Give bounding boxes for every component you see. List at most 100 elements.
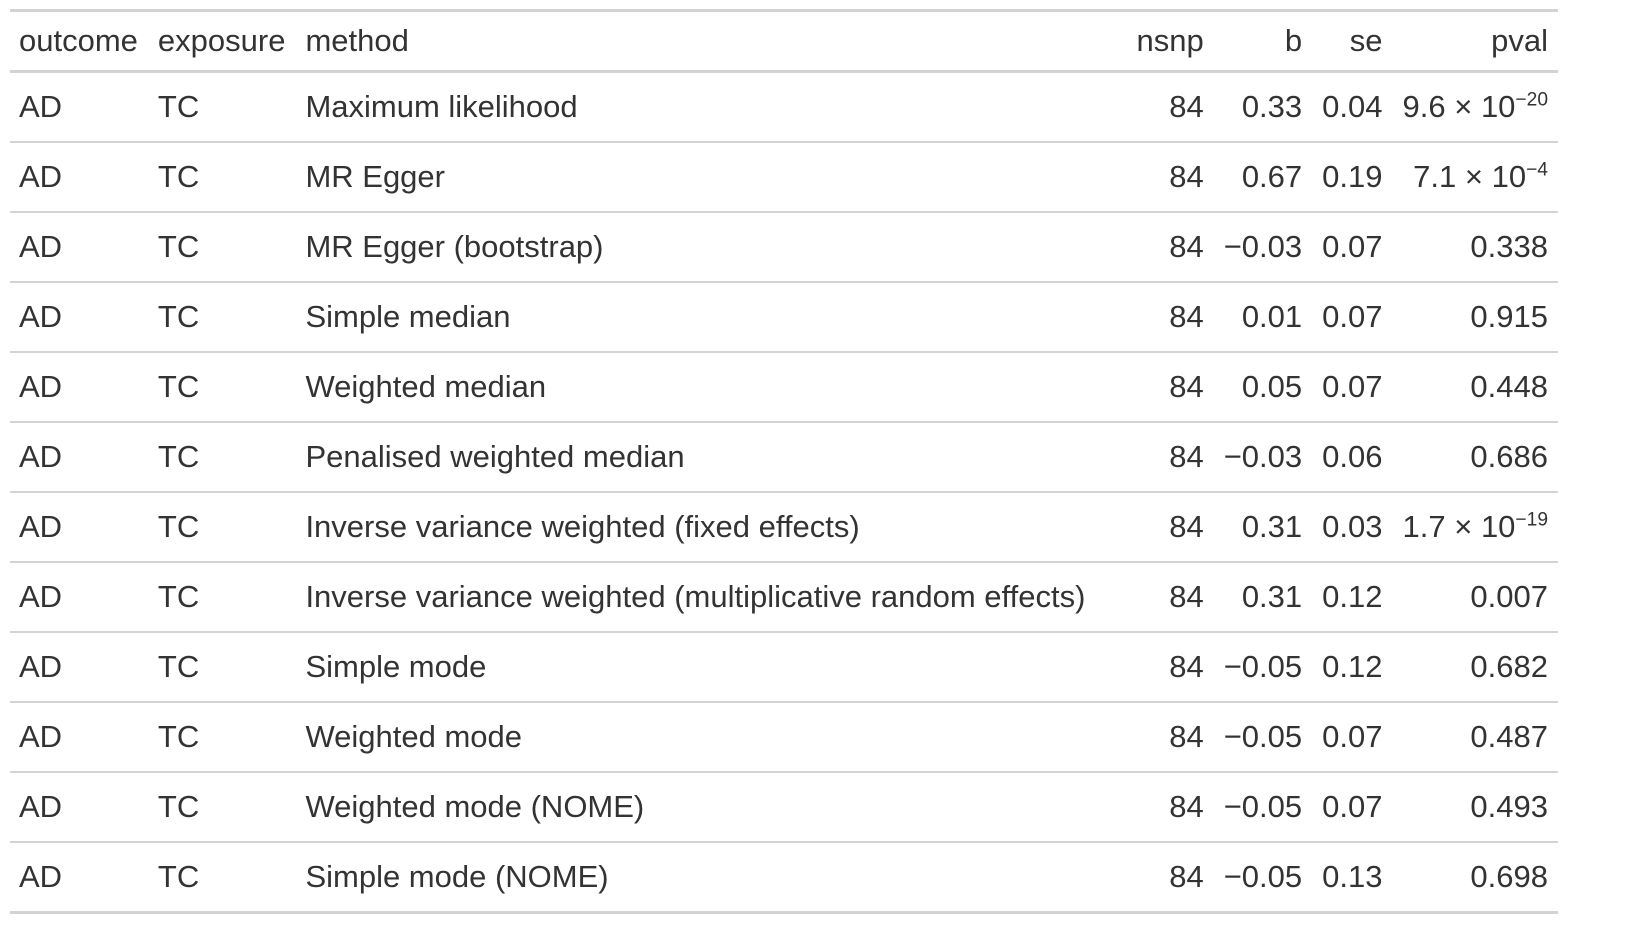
cell-exposure: TC [147,841,296,913]
cell-outcome: AD [19,89,63,124]
pval-mantissa: 1.7 [1402,509,1446,544]
cell-outcome: AD [10,421,148,492]
cell-method: Maximum likelihood [305,89,578,124]
cell-b: 0.05 [1213,351,1313,422]
cell-outcome: AD [10,701,148,772]
cell-pval: 9.6 × 10−20 [1393,72,1559,143]
cell-pval: 0.493 [1392,771,1558,842]
column-header-nsnp: nsnp [1126,10,1214,73]
cell-b: 0.31 [1213,491,1313,562]
cell-method: Simple mode [295,631,1127,702]
cell-exposure: TC [147,561,296,632]
column-header-se: se [1312,10,1393,73]
cell-exposure: TC [147,141,296,212]
cell-b: −0.05 [1213,631,1313,702]
cell-method: Simple median [295,281,1127,352]
table-row: AD TC Maximum likelihood 84 0.33 0.04 9.6 × 10… [10,72,1558,143]
cell-exposure: TC [147,211,296,282]
table-row: AD TC Inverse variance weighted (multiplic… [10,561,1558,632]
table-row: AD TC Penalised weighted median 84 −0.03 0.06… [10,421,1558,492]
pval-exponent: −19 [1515,509,1548,531]
cell-outcome: AD [10,491,148,562]
cell-method: Weighted mode [295,701,1127,772]
table-row: AD TC MR Egger 84 0.67 0.19 7.1 × 10−4 [10,141,1558,212]
cell-pval: 0.686 [1392,421,1558,492]
cell-outcome: AD [10,281,148,352]
cell-nsnp: 84 [1126,211,1214,282]
table-row: AD TC Simple median 84 0.01 0.07 0.915 [10,281,1558,352]
table-header: outcome exposure method nsnp b se pval [10,10,1558,73]
cell-outcome: AD [10,631,148,702]
pval-times-ten: × 10 [1445,89,1516,124]
cell-b: 0.33 [1241,89,1303,124]
cell-se: 0.04 [1322,89,1383,124]
mr-results-table: outcome exposure method nsnp b se pval A… [10,9,1558,914]
cell-b: −0.05 [1213,771,1313,842]
table-row: AD TC Inverse variance weighted (fixed eff… [10,491,1558,562]
pval-mantissa: 7.1 [1413,159,1457,194]
cell-nsnp: 84 [1126,141,1214,212]
cell-outcome: AD [10,351,148,422]
header-row: outcome exposure method nsnp b se pval [10,10,1558,73]
cell-outcome: AD [10,841,148,913]
cell-pval: 0.915 [1392,281,1558,352]
table-row: AD TC Weighted median 84 0.05 0.07 0.448 [10,351,1558,422]
cell-nsnp: 84 [1126,841,1214,913]
cell-outcome: AD [10,211,148,282]
cell-exposure: TC [147,351,296,422]
column-header-exposure: exposure [147,10,296,73]
cell-se: 0.07 [1312,281,1393,352]
cell-method: Inverse variance weighted (multiplicativ… [295,561,1127,632]
cell-outcome: AD [10,771,148,842]
cell-pval: 7.1 × 10−4 [1392,141,1558,212]
cell-exposure: TC [147,491,296,562]
cell-method: Weighted mode (NOME) [295,771,1127,842]
cell-se: 0.07 [1312,351,1393,422]
cell-method: MR Egger [295,141,1127,212]
cell-method: MR Egger (bootstrap) [295,211,1127,282]
cell-pval: 0.682 [1392,631,1558,702]
cell-b: −0.03 [1213,421,1313,492]
cell-outcome: AD [10,561,148,632]
table-body: AD TC Maximum likelihood 84 0.33 0.04 9.6 × 10… [10,72,1558,913]
cell-se: 0.07 [1312,771,1393,842]
cell-exposure: TC [147,771,296,842]
pval-exponent: −4 [1526,159,1548,181]
cell-nsnp: 84 [1126,561,1214,632]
cell-nsnp: 84 [1126,631,1214,702]
cell-exposure: TC [147,421,296,492]
results-table-container: outcome exposure method nsnp b se pval A… [10,9,1558,914]
cell-exposure: TC [147,281,296,352]
cell-nsnp: 84 [1126,771,1214,842]
cell-nsnp: 84 [1126,701,1214,772]
column-header-b: b [1213,10,1313,73]
pval-times-ten: × 10 [1445,509,1516,544]
cell-pval: 0.487 [1392,701,1558,772]
cell-method: Simple mode (NOME) [295,841,1127,913]
cell-nsnp: 84 [1126,491,1214,562]
cell-exposure: TC [157,89,200,124]
cell-pval: 0.007 [1392,561,1558,632]
cell-pval: 0.448 [1392,351,1558,422]
cell-se: 0.07 [1312,211,1393,282]
cell-nsnp: 84 [1126,421,1214,492]
table-row: AD TC MR Egger (bootstrap) 84 −0.03 0.07 0.338 [10,211,1558,282]
cell-method: Inverse variance weighted (fixed effects… [295,491,1127,562]
cell-se: 0.12 [1312,561,1393,632]
cell-b: 0.67 [1213,141,1313,212]
pval-mantissa: 9.6 [1402,89,1446,124]
cell-se: 0.03 [1312,491,1393,562]
cell-b: −0.03 [1213,211,1313,282]
cell-b: −0.05 [1213,841,1313,913]
table-row: AD TC Simple mode 84 −0.05 0.12 0.682 [10,631,1558,702]
cell-method: Penalised weighted median [295,421,1127,492]
cell-se: 0.06 [1312,421,1393,492]
cell-se: 0.12 [1312,631,1393,702]
table-row: AD TC Weighted mode (NOME) 84 −0.05 0.07 0.493 [10,771,1558,842]
column-header-outcome: outcome [10,10,148,73]
cell-se: 0.13 [1312,841,1393,913]
column-header-pval: pval [1392,10,1558,73]
column-header-method: method [295,10,1127,73]
cell-exposure: TC [147,631,296,702]
table-row: AD TC Weighted mode 84 −0.05 0.07 0.487 [10,701,1558,772]
